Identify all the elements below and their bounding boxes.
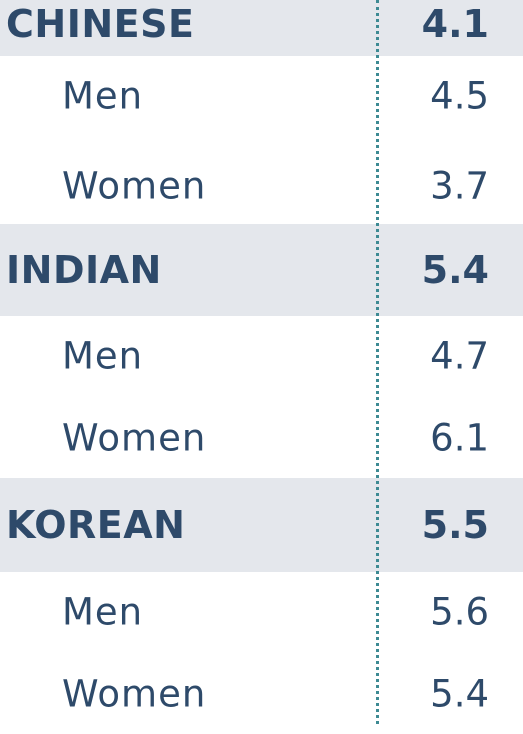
column-divider	[376, 0, 379, 724]
group-value: 5.4	[421, 248, 489, 292]
sub-label: Men	[62, 590, 144, 634]
group-row-indian: INDIAN 5.4	[0, 224, 523, 316]
sub-label: Women	[62, 416, 207, 460]
sub-row-indian-women: Women 6.1	[0, 398, 523, 478]
sub-label: Women	[62, 164, 207, 208]
group-label: INDIAN	[6, 248, 162, 292]
group-value: 5.5	[421, 503, 489, 547]
sub-value: 6.1	[430, 416, 489, 460]
group-label: KOREAN	[6, 503, 186, 547]
sub-value: 4.7	[430, 334, 489, 378]
sub-value: 5.6	[430, 590, 489, 634]
sub-row-chinese-women: Women 3.7	[0, 146, 523, 226]
sub-row-chinese-men: Men 4.5	[0, 56, 523, 136]
sub-row-korean-women: Women 5.4	[0, 654, 523, 734]
sub-value: 5.4	[430, 672, 489, 716]
group-row-chinese: CHINESE 4.1	[0, 0, 523, 56]
sub-value: 3.7	[430, 164, 489, 208]
sub-row-indian-men: Men 4.7	[0, 316, 523, 396]
group-value: 4.1	[421, 2, 489, 46]
group-row-korean: KOREAN 5.5	[0, 478, 523, 572]
sub-label: Men	[62, 334, 144, 378]
sub-row-korean-men: Men 5.6	[0, 572, 523, 652]
group-label: CHINESE	[6, 2, 195, 46]
sub-value: 4.5	[430, 74, 489, 118]
sub-label: Men	[62, 74, 144, 118]
sub-label: Women	[62, 672, 207, 716]
